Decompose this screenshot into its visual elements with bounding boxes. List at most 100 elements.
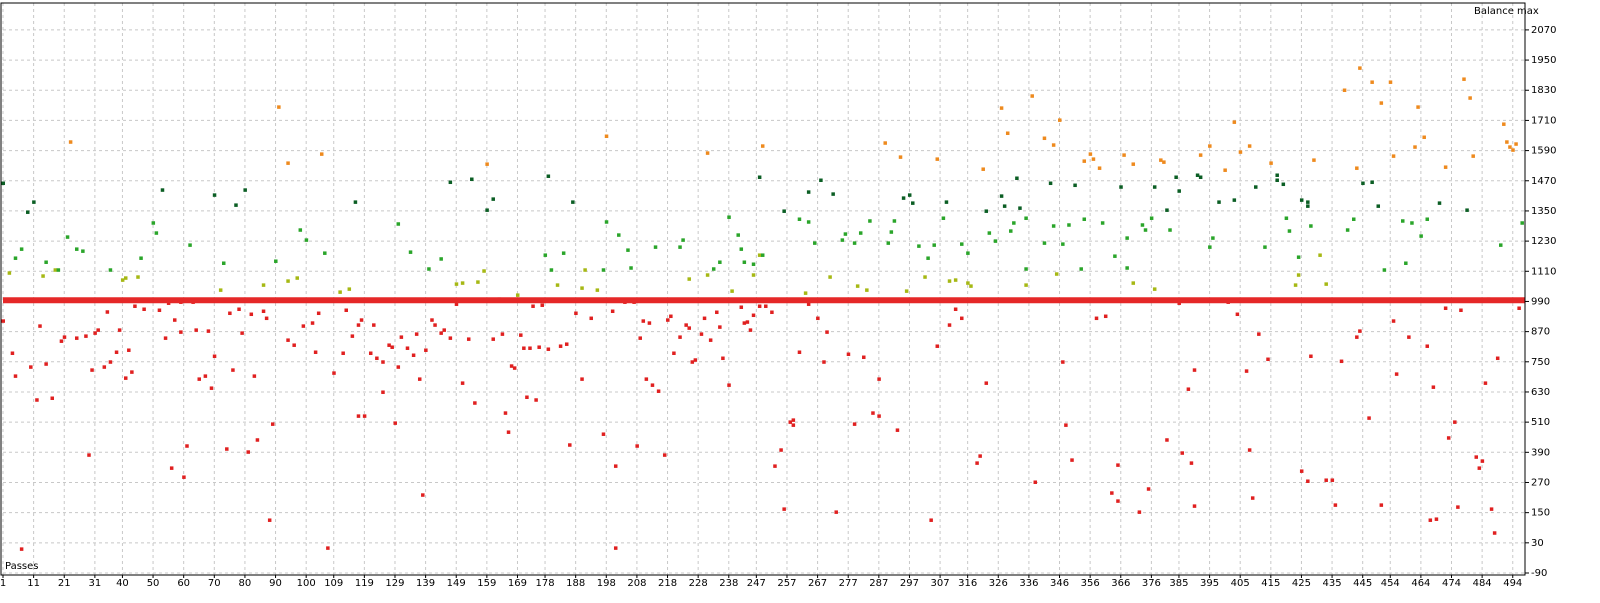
point [142,307,146,311]
point [1358,66,1362,70]
point [892,219,897,223]
point [1143,228,1148,232]
point [414,332,419,336]
point [185,444,189,448]
point [1499,243,1503,247]
point [705,273,710,277]
point [326,546,330,550]
point [503,411,508,415]
point [745,320,750,324]
point [35,398,39,402]
point [169,466,174,470]
point [225,447,229,451]
point [947,323,952,327]
point [1330,478,1335,482]
point [1238,150,1243,154]
point [1244,369,1249,373]
point [684,323,688,327]
x-tick-label: 80 [239,578,252,589]
point [742,260,747,264]
point [1462,77,1466,81]
point [1382,268,1387,272]
point [757,175,762,179]
x-tick-label: 366 [1111,578,1130,589]
point [267,518,272,522]
x-tick-label: 21 [58,578,71,589]
point [730,289,734,293]
x-tick-label: 100 [297,578,316,589]
point [87,453,91,457]
point [613,464,618,468]
point [1459,308,1463,313]
y-tick-label: 2070 [1531,25,1556,36]
point [1051,143,1056,147]
marks [1,66,1525,551]
point [748,328,753,332]
x-tick-label: 405 [1231,578,1250,589]
x-tick-label: 119 [355,578,374,589]
point [1443,306,1448,310]
point [583,268,587,272]
point [1446,436,1451,440]
point [1324,478,1328,482]
point [638,336,642,340]
point [1376,204,1381,208]
point [1247,448,1252,452]
point [1333,503,1338,507]
point [610,309,615,314]
point [411,353,416,358]
point [1079,267,1083,271]
point [1489,507,1494,511]
point [448,336,453,340]
point [448,180,453,185]
point [1471,154,1475,158]
point [1192,504,1197,508]
point [405,346,410,350]
point [41,274,45,278]
point [751,262,756,266]
point [1413,145,1417,149]
point [1254,185,1258,189]
y-tick-label: -90 [1531,568,1547,579]
x-tick-label: 159 [477,578,496,589]
point [13,256,18,260]
point [1177,189,1181,193]
point [1103,314,1108,319]
point [1379,503,1384,507]
point [356,323,361,327]
point [1358,329,1362,333]
point [678,335,682,339]
point [1299,469,1304,473]
point [984,381,989,385]
point [439,257,443,261]
point [760,253,765,257]
point [1505,140,1509,144]
point [589,316,593,321]
point [877,377,881,381]
point [1416,105,1420,109]
point [1088,152,1093,156]
point [347,287,352,291]
point [886,241,891,245]
x-tick-label: 1 [0,578,6,589]
point [960,316,964,321]
point [852,422,857,426]
point [1318,253,1322,257]
point [1391,154,1396,158]
point [574,311,578,316]
point [999,194,1004,198]
x-tick-label: 139 [416,578,435,589]
point [136,275,140,279]
point [525,395,529,399]
point [779,448,783,452]
point [1125,266,1129,270]
point [1140,223,1145,227]
point [1367,416,1371,420]
point [699,332,704,336]
point [923,275,927,279]
point [304,238,309,242]
point [546,347,551,351]
point [255,438,260,442]
point [969,284,973,288]
point [442,328,446,332]
